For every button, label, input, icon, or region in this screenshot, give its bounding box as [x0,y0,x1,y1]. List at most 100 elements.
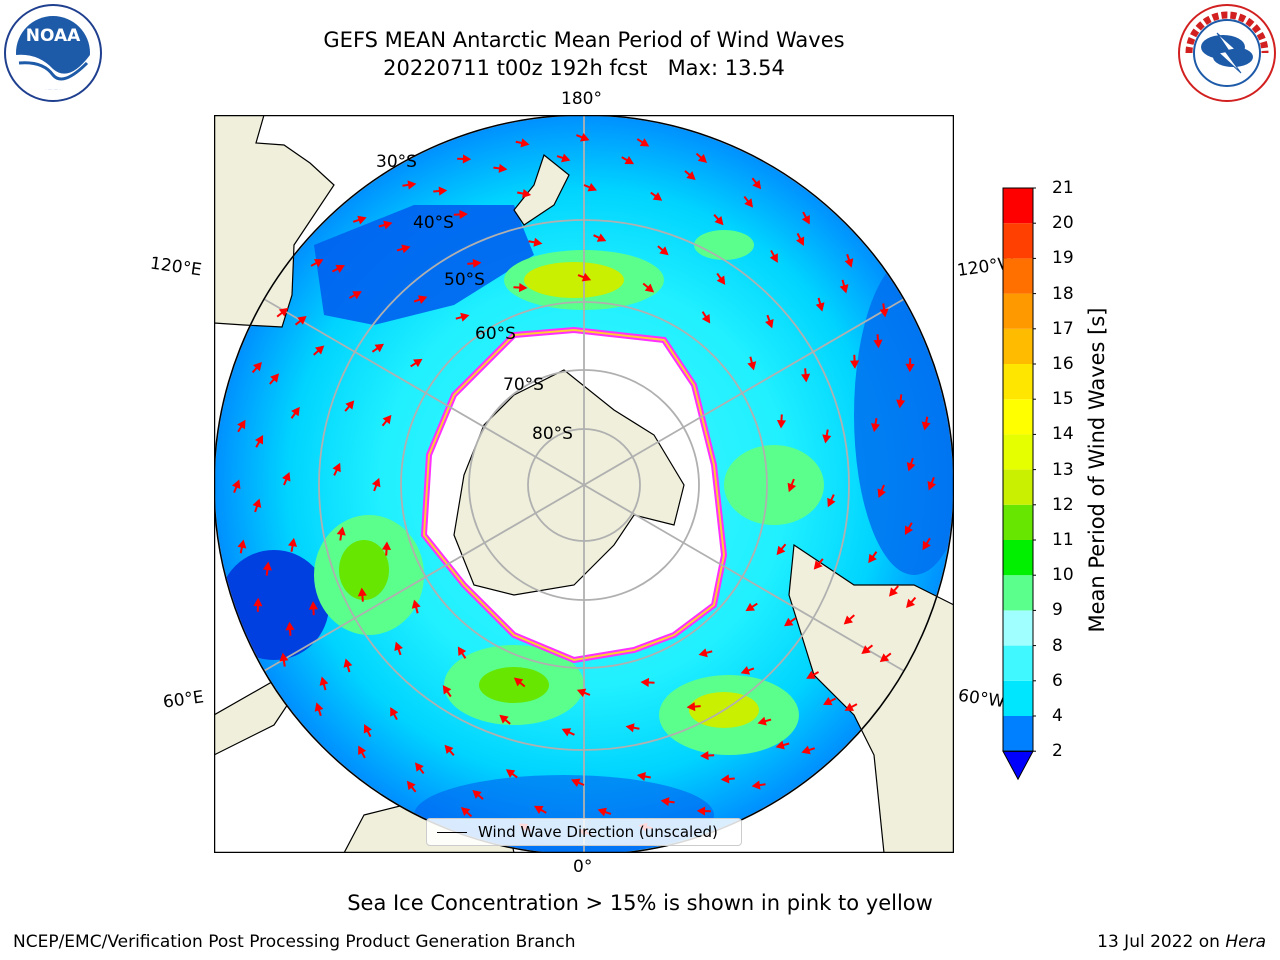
wind-wave-arrowhead [904,525,913,535]
wind-wave-arrowhead [752,179,762,190]
colorbar-tick-label: 6 [1052,670,1063,691]
wind-wave-arrowhead [459,209,468,219]
wind-wave-arrowhead [460,312,470,322]
colorbar-tick-label: 9 [1052,600,1063,621]
wind-wave-arrowhead [801,214,810,225]
wind-wave-arrowhead [877,488,886,498]
wind-wave-arrowhead [625,723,635,733]
wind-wave-arrowhead [896,399,906,409]
wind-wave-arrowhead [335,264,345,273]
wind-wave-arrowhead [499,714,509,724]
wind-wave-arrowhead [382,414,392,425]
colorbar-tick-label: 4 [1052,706,1063,726]
wind-wave-arrowhead [844,702,855,711]
colorbar-extend-triangle [1002,750,1034,781]
lat-label-80s: 80°S [532,424,573,444]
wind-wave-arrowhead [278,307,289,317]
wind-wave-arrowhead [587,183,597,192]
wind-wave-arrowhead [438,186,448,196]
wind-wave-arrowhead [751,780,761,790]
wind-wave-arrowhead [576,688,587,698]
colorbar-tick-label: 13 [1052,459,1074,480]
wind-wave-arrowhead [444,744,454,755]
wind-wave-arrowhead [571,778,581,787]
wind-wave-arrowhead [472,789,482,799]
wind-wave-arrowhead [534,805,544,814]
lon-label-0: 0° [573,857,593,877]
wind-wave-arrowhead [561,153,571,163]
wind-wave-arrowhead [581,272,592,282]
wind-wave-arrowhead [801,373,811,383]
wind-wave-arrowhead [332,462,341,473]
colorbar-cell [1003,188,1033,224]
wind-wave-arrowhead [720,774,730,784]
wind-wave-arrowhead [314,345,325,355]
wind-wave-arrowhead [921,421,931,431]
wind-wave-arrowhead [262,561,272,571]
legend-line-swatch [437,832,467,833]
colorbar-cell [1003,258,1033,294]
colorbar-cell [1003,716,1033,752]
wind-wave-arrowhead [740,666,751,675]
colorbar [1002,187,1036,781]
wind-wave-arrowhead [861,645,871,654]
wind-wave-arrowhead [270,373,280,383]
wind-wave-arrowhead [636,771,646,781]
wind-wave-arrowhead [319,676,329,686]
wind-wave-arrowhead [844,258,854,268]
wind-wave-arrowhead [745,602,755,612]
wind-wave-arrowhead [394,641,403,652]
wind-wave-arrowhead [522,189,532,199]
lat-label-40s: 40°S [413,213,454,233]
wind-wave-arrowhead [815,302,825,312]
wind-wave-arrowhead [776,419,787,429]
colorbar-cell [1003,610,1033,646]
wind-wave-arrowhead [796,236,805,246]
colorbar-tick-label: 20 [1052,213,1074,234]
wind-wave-arrowhead [823,697,833,706]
wind-wave-arrowhead [255,435,264,445]
wind-wave-arrowhead [282,472,291,482]
wind-wave-arrowhead [442,685,452,695]
wind-wave-arrowhead [747,361,757,371]
wind-wave-arrowhead [415,762,424,772]
wind-wave-arrowhead [533,237,543,247]
wind-wave-arrowhead [505,769,516,778]
colorbar-cell [1003,575,1033,611]
wind-wave-arrowhead [714,215,724,226]
wind-wave-arrowhead [401,244,411,254]
wind-wave-arrowhead [345,400,355,410]
colorbar-cell [1003,645,1033,681]
wind-wave-arrowhead [383,220,393,230]
wind-wave-arrowhead [237,419,246,430]
wind-wave-arrowhead [698,648,708,658]
footer-date: 13 Jul 2022 on Hera [1097,932,1266,952]
footer-system: Hera [1225,932,1266,952]
wind-wave-arrowhead [518,282,528,293]
wind-wave-arrowhead [813,560,823,570]
colorbar-tick-label: 2 [1052,741,1063,762]
wind-wave-arrowhead [308,601,318,610]
lon-label-120e: 120°E [148,253,203,281]
wind-wave-arrowhead [352,291,362,300]
polar-map [214,115,954,853]
colorbar-tick-label: 21 [1052,178,1074,198]
wind-wave-arrowhead [757,716,767,726]
lat-label-30s: 30°S [376,152,417,172]
wind-wave-arrowhead [850,360,860,369]
wind-wave-arrowhead [888,587,898,597]
footer-credit: NCEP/EMC/Verification Post Processing Pr… [13,932,576,952]
wind-wave-arrowhead [769,253,778,263]
wind-wave-arrowhead [279,652,289,662]
wind-wave-arrowhead [237,539,247,549]
colorbar-tick-label: 19 [1052,248,1074,269]
wind-wave-arrowhead [922,540,931,551]
wind-wave-arrowhead [520,138,530,148]
wind-wave-arrowhead [801,745,811,755]
wind-wave-arrowhead [906,598,916,609]
wind-wave-arrowhead [686,702,696,712]
wind-wave-arrowhead [313,259,324,268]
wind-wave-arrowhead [639,138,650,147]
wind-wave-arrowhead [252,361,262,372]
wind-wave-arrowhead [288,537,298,547]
